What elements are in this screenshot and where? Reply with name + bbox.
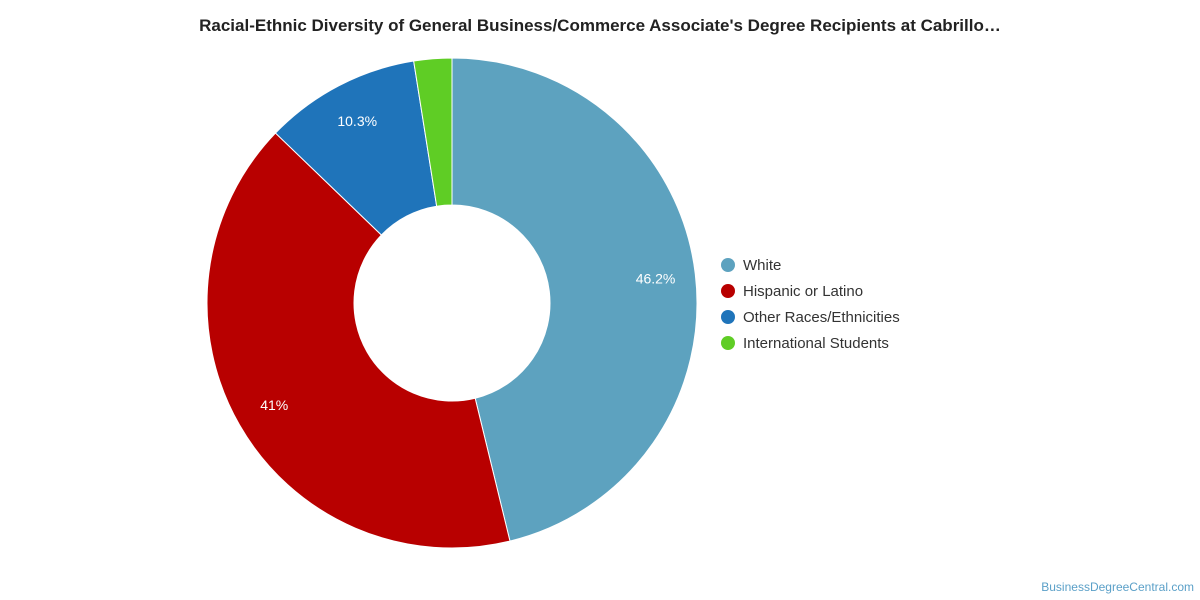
data-label-white: 46.2% [636,271,676,287]
legend-label: White [743,256,782,274]
legend-swatch [721,310,735,324]
legend-swatch [721,258,735,272]
legend-item[interactable]: Hispanic or Latino [721,278,900,304]
legend-swatch [721,284,735,298]
legend-swatch [721,336,735,350]
data-label-other-races-ethnicities: 10.3% [337,113,377,129]
legend-label: Hispanic or Latino [743,282,864,300]
legend-label: Other Races/Ethnicities [743,308,900,326]
chart-legend: White Hispanic or Latino Other Races/Ethni… [721,252,900,356]
data-label-hispanic-or-latino: 41% [260,397,288,413]
chart-title: Racial-Ethnic Diversity of General Busin… [199,16,1001,35]
slice-other-races-ethnicities [274,60,438,236]
legend-item[interactable]: Other Races/Ethnicities [721,304,900,330]
legend-label: International Students [743,334,889,352]
legend-item[interactable]: International Students [721,330,900,356]
slice-hispanic-or-latino [206,132,511,549]
watermark: BusinessDegreeCentral.com [1041,580,1194,594]
slice-white [451,57,698,542]
legend-item[interactable]: White [721,252,900,278]
slice-international-students [413,57,453,207]
